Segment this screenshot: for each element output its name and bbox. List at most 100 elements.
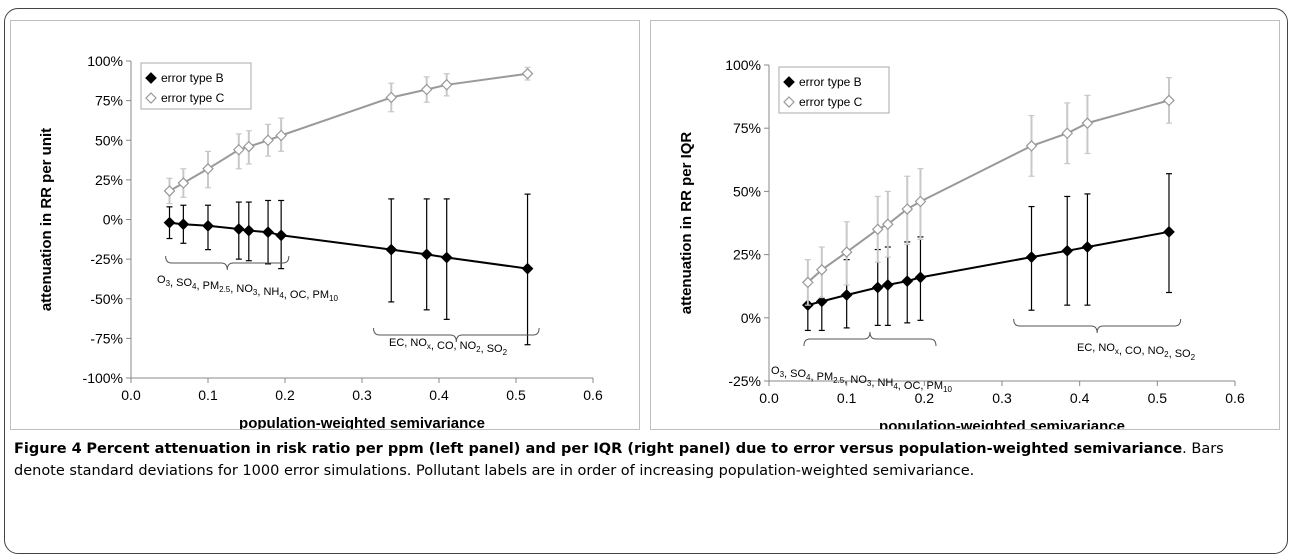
trend-line <box>807 230 1170 307</box>
data-point-marker <box>1081 241 1094 253</box>
x-tick-label: 0.4 <box>429 387 449 403</box>
caption-label: Figure 4 <box>14 441 82 457</box>
data-point-marker <box>1163 94 1175 107</box>
pollutant-label: O3, SO4, PM2.5, NO3, NH4, OC, PM10 <box>157 274 338 303</box>
data-point-marker <box>440 78 453 91</box>
y-tick-label: -50% <box>90 291 123 307</box>
data-point-marker <box>177 177 190 189</box>
data-point-marker <box>1163 225 1175 238</box>
y-axis-label: attenuation in RR per unit <box>38 128 55 311</box>
data-point-marker <box>1081 117 1094 129</box>
data-point-marker <box>232 223 245 235</box>
x-tick-label: 0.0 <box>121 387 141 403</box>
y-axis-label: attenuation in RR per IQR <box>678 132 695 315</box>
x-tick-label: 0.3 <box>992 390 1012 406</box>
x-axis-label: population-weighted semivariance <box>239 415 485 429</box>
y-tick-label: -25% <box>728 373 761 389</box>
legend-box <box>140 62 252 110</box>
data-point-marker <box>1061 244 1074 257</box>
annotation-brace <box>165 255 290 271</box>
y-tick-label: 75% <box>733 120 761 136</box>
y-tick-label: 50% <box>95 132 123 148</box>
x-tick-label: 0.4 <box>1070 390 1090 406</box>
annotation-brace <box>373 327 540 343</box>
data-point-marker <box>202 219 214 232</box>
data-point-marker <box>815 295 828 308</box>
figure-caption: Figure 4 Percent attenuation in risk rat… <box>14 438 1278 482</box>
x-tick-label: 0.1 <box>198 387 218 403</box>
data-point-marker <box>914 271 927 284</box>
y-tick-label: -25% <box>90 251 123 267</box>
pollutant-label: EC, NOx, CO, NO2, SO2 <box>1077 342 1196 362</box>
caption-bold-text: Percent attenuation in risk ratio per pp… <box>86 441 1183 457</box>
pollutant-label: O3, SO4, PM2.5, NO3, NH4, OC, PM10 <box>771 365 952 394</box>
x-tick-label: 0.0 <box>759 390 779 406</box>
data-point-marker <box>420 83 433 96</box>
annotation-brace <box>1013 318 1182 334</box>
y-tick-label: 50% <box>733 183 761 199</box>
y-tick-label: 100% <box>725 57 761 73</box>
legend-marker <box>145 72 157 84</box>
annotation-brace <box>803 331 937 347</box>
legend-marker <box>783 76 795 88</box>
data-point-marker <box>840 289 853 301</box>
legend-label: error type B <box>161 71 224 85</box>
y-tick-label: 75% <box>95 93 123 109</box>
data-point-marker <box>202 162 214 175</box>
trend-line <box>169 221 528 270</box>
y-tick-label: -100% <box>83 370 123 386</box>
legend-label: error type C <box>799 95 863 109</box>
x-tick-label: 0.6 <box>583 387 603 403</box>
data-point-marker <box>815 263 828 276</box>
x-tick-label: 0.6 <box>1225 390 1245 406</box>
legend-label: error type B <box>799 75 862 89</box>
x-tick-label: 0.5 <box>506 387 526 403</box>
left-chart: 100% 75% 50% 25% 0% -25% -50% -75% -100%0.0 0.1 0.… <box>38 53 603 432</box>
legend-marker <box>783 96 795 108</box>
data-point-marker <box>881 279 894 291</box>
data-point-marker <box>521 262 534 275</box>
x-tick-label: 0.2 <box>275 387 295 403</box>
data-point-marker <box>420 248 433 261</box>
data-point-marker <box>262 134 274 147</box>
left-chart-panel: 100% 75% 50% 25% 0% -25% -50% -75% -100% 0.0 0.1 0.… <box>10 20 640 432</box>
data-point-marker <box>521 67 534 80</box>
data-point-marker <box>871 281 884 294</box>
x-axis-label: population-weighted semivariance <box>879 418 1125 429</box>
pollutant-label: EC, NOx, CO, NO2, SO2 <box>389 337 508 357</box>
y-tick-label: 0% <box>741 310 761 326</box>
x-tick-label: 0.3 <box>352 387 372 403</box>
trend-line <box>807 99 1170 284</box>
legend-marker <box>145 92 157 104</box>
right-chart: 100% 75% 50% 25% 0% -25%0.0 0.1 0.2 0.3 0.4 0.5 0.6… <box>678 57 1245 435</box>
data-point-marker <box>914 195 927 208</box>
caption-rest: . Bars denote standard deviations for 10… <box>14 441 1224 479</box>
x-tick-label: 0.1 <box>837 390 857 406</box>
y-tick-label: 0% <box>103 212 123 228</box>
legend-label: error type C <box>161 91 225 105</box>
y-tick-label: 25% <box>95 172 123 188</box>
right-chart-panel: 100% 75% 50% 25% 0% -25% 0.0 0.1 0.2 0.3 0.4 0.5 0.6… <box>650 20 1280 435</box>
data-point-marker <box>801 276 814 289</box>
data-point-marker <box>440 251 453 264</box>
data-point-marker <box>385 243 398 256</box>
data-point-marker <box>881 218 894 231</box>
y-tick-label: -75% <box>90 330 123 346</box>
data-point-marker <box>275 229 287 242</box>
x-tick-label: 0.5 <box>1148 390 1168 406</box>
data-point-marker <box>871 223 884 236</box>
figure-frame <box>4 8 1288 554</box>
data-point-marker <box>1061 127 1074 140</box>
data-point-marker <box>840 246 853 258</box>
y-tick-label: 25% <box>733 247 761 263</box>
data-point-marker <box>275 129 287 142</box>
data-point-marker <box>163 185 176 197</box>
data-point-marker <box>262 226 274 239</box>
x-tick-label: 0.2 <box>915 390 935 406</box>
data-point-marker <box>1025 140 1038 152</box>
data-point-marker <box>901 203 914 215</box>
y-tick-label: 100% <box>87 53 123 69</box>
data-point-marker <box>163 216 176 229</box>
data-point-marker <box>242 140 255 153</box>
legend-box <box>778 66 890 114</box>
